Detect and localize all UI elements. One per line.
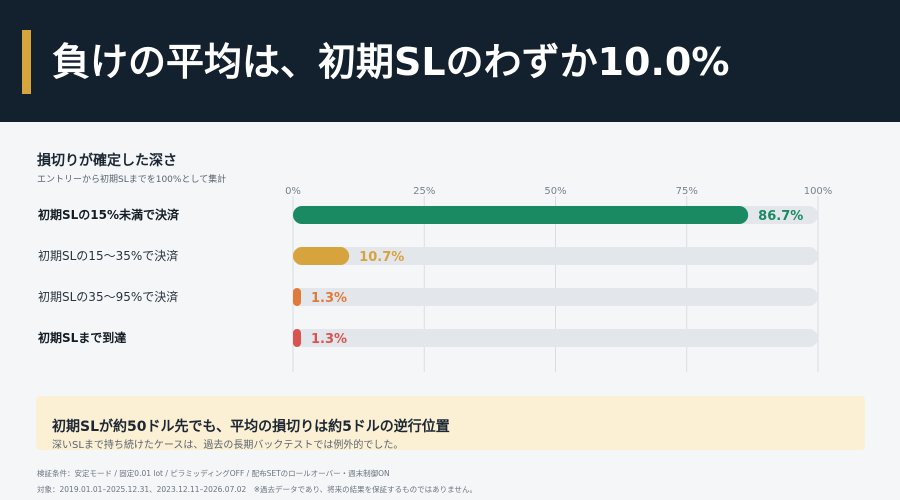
x-tick-label-1: 25%: [413, 186, 435, 197]
bar-2: [293, 288, 301, 306]
chart-title: 損切りが確定した深さ: [37, 153, 177, 169]
chart-subtitle: エントリーから初期SLまでを100%として集計: [37, 175, 227, 185]
bar-track-3: [293, 329, 818, 347]
data-label-0: 86.7%: [758, 209, 803, 224]
footer-period: 対象：2019.01.01–2025.12.31、2023.12.11–2026…: [37, 485, 477, 494]
header-accent-bar: [22, 30, 31, 94]
bar-3: [293, 329, 301, 347]
x-tick-label-2: 50%: [544, 186, 566, 197]
data-label-1: 10.7%: [359, 250, 404, 265]
bar-1: [293, 247, 350, 265]
footer-conditions: 検証条件：安定モード / 固定0.01 lot / ピラミッディングOFF / …: [37, 469, 390, 478]
bar-track-2: [293, 288, 818, 306]
callout-text: 深いSLまで持ち続けたケースは、過去の長期バックテストでは例外的でした。: [52, 440, 404, 451]
bar-track-1: [293, 247, 818, 265]
callout-box: 初期SLが約50ドル先でも、平均の損切りは約5ドルの逆行位置 深いSLまで持ち続…: [36, 396, 865, 451]
header-bar: 負けの平均は、初期SLのわずか10.0%: [0, 0, 900, 122]
category-label-1: 初期SLの15〜35%で決済: [38, 249, 179, 263]
callout-title: 初期SLが約50ドル先でも、平均の損切りは約5ドルの逆行位置: [52, 419, 450, 435]
x-tick-label-4: 100%: [804, 186, 833, 197]
bar-0: [293, 206, 749, 224]
category-label-0: 初期SLの15%未満で決済: [38, 208, 180, 222]
data-label-3: 1.3%: [311, 332, 347, 347]
data-label-2: 1.3%: [311, 291, 347, 306]
category-label-2: 初期SLの35〜95%で決済: [38, 290, 179, 304]
category-label-3: 初期SLまで到達: [38, 331, 127, 345]
x-tick-label-3: 75%: [676, 186, 698, 197]
x-tick-label-0: 0%: [285, 186, 301, 197]
page-title: 負けの平均は、初期SLのわずか10.0%: [52, 40, 730, 84]
